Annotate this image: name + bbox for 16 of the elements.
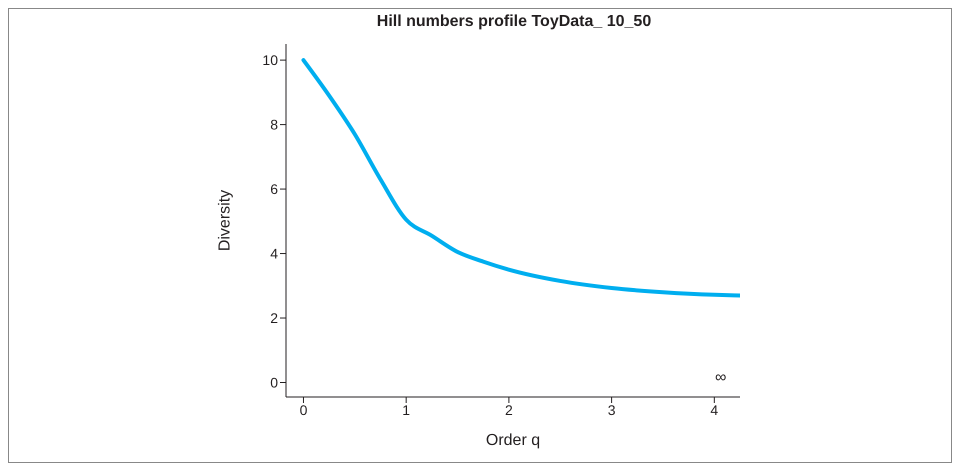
x-tick-label: 1: [402, 402, 410, 418]
x-axis-title: Order q: [486, 432, 540, 449]
y-axis-title: Diversity: [216, 190, 234, 252]
y-tick-label: 4: [270, 246, 278, 262]
y-tick-label: 2: [270, 310, 278, 326]
x-tick-label: 2: [504, 402, 513, 418]
annotation: ∞: [715, 369, 726, 387]
x-tick-label: 3: [608, 402, 616, 418]
y-tick-label: 8: [270, 116, 278, 133]
x-tick-label: 0: [300, 402, 308, 418]
y-tick-label: 10: [262, 52, 278, 68]
x-tick-label: 4: [710, 402, 718, 418]
chart-title: Hill numbers profile ToyData_ 10_50: [376, 13, 652, 31]
line-series: [301, 58, 740, 298]
y-tick-label: 6: [270, 181, 278, 198]
y-tick-label: 0: [270, 374, 278, 390]
